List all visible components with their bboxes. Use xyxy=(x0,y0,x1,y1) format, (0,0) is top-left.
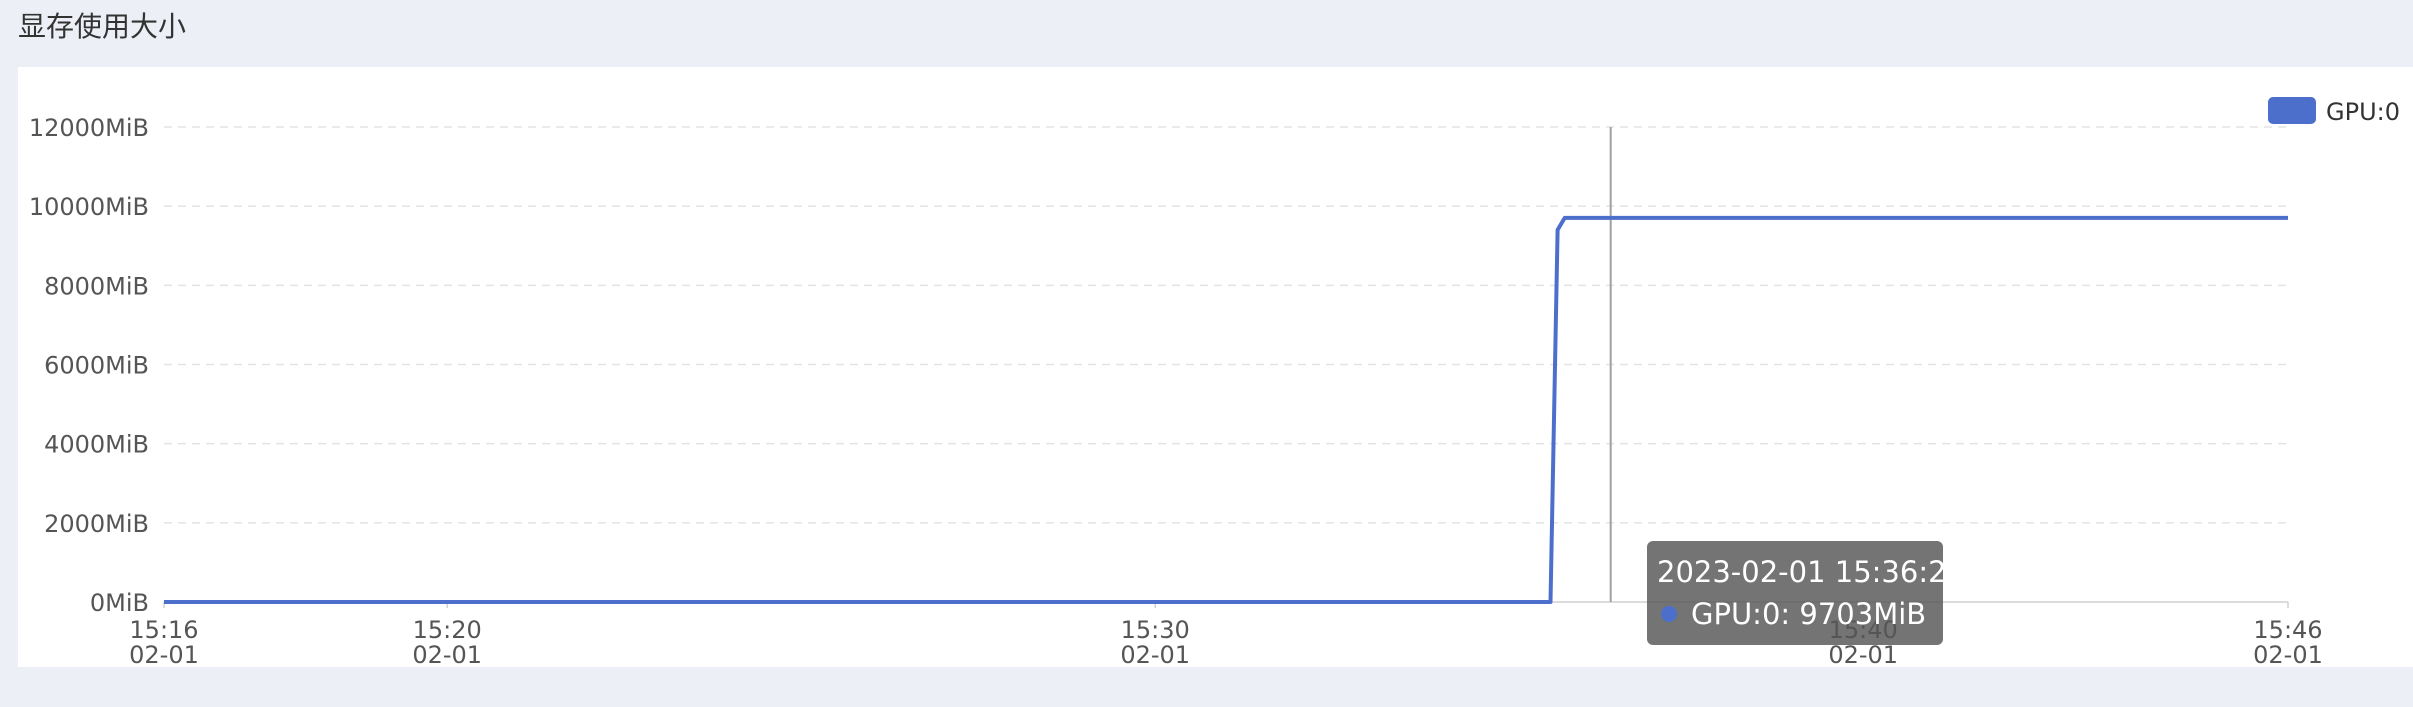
x-tick-time-label: 15:46 xyxy=(2253,616,2322,644)
y-tick-label: 0MiB xyxy=(90,589,149,617)
legend-swatch-icon[interactable] xyxy=(2268,97,2316,124)
y-tick-label: 2000MiB xyxy=(44,510,149,538)
legend-label[interactable]: GPU:0 xyxy=(2326,98,2400,126)
gpu-memory-chart[interactable]: 0MiB 2000MiB 4000MiB 6000MiB 8000MiB 10000MiB… xyxy=(18,67,2413,669)
series-group xyxy=(164,215,2288,604)
tooltip-value: GPU:0: 9703MiB xyxy=(1691,597,1927,631)
x-tick-date-label: 02-01 xyxy=(1828,641,1898,667)
y-tick-label: 10000MiB xyxy=(29,193,149,221)
x-axis-labels: 15:1602-0115:2002-0115:3002-0115:4002-01… xyxy=(129,602,2323,669)
x-tick-time-label: 15:16 xyxy=(129,616,198,644)
legend[interactable]: GPU:0 xyxy=(2268,97,2400,126)
chart-panel: 0MiB 2000MiB 4000MiB 6000MiB 8000MiB 10000MiB… xyxy=(18,67,2413,669)
y-tick-label: 12000MiB xyxy=(29,114,149,142)
x-tick-time-label: 15:30 xyxy=(1121,616,1190,644)
series-dot-icon xyxy=(1661,606,1677,622)
grid-lines xyxy=(164,126,2288,524)
series-line-gpu0[interactable] xyxy=(164,215,2288,604)
y-tick-label: 8000MiB xyxy=(44,272,149,300)
x-tick-date-label: 02-01 xyxy=(2253,641,2323,667)
x-tick-date-label: 02-01 xyxy=(129,641,199,667)
tooltip: 2023-02-01 15:36:26 GPU:0: 9703MiB xyxy=(1647,541,1965,645)
page-title: 显存使用大小 xyxy=(18,10,187,43)
tooltip-time: 2023-02-01 15:36:26 xyxy=(1657,555,1965,589)
x-tick-time-label: 15:20 xyxy=(413,616,482,644)
y-axis-labels: 0MiB 2000MiB 4000MiB 6000MiB 8000MiB 10000MiB… xyxy=(29,114,149,617)
y-tick-label: 6000MiB xyxy=(44,352,149,380)
tooltip-row: GPU:0: 9703MiB xyxy=(1657,593,1933,635)
x-tick-date-label: 02-01 xyxy=(1120,641,1190,667)
x-tick-date-label: 02-01 xyxy=(412,641,482,667)
y-tick-label: 4000MiB xyxy=(44,431,149,459)
